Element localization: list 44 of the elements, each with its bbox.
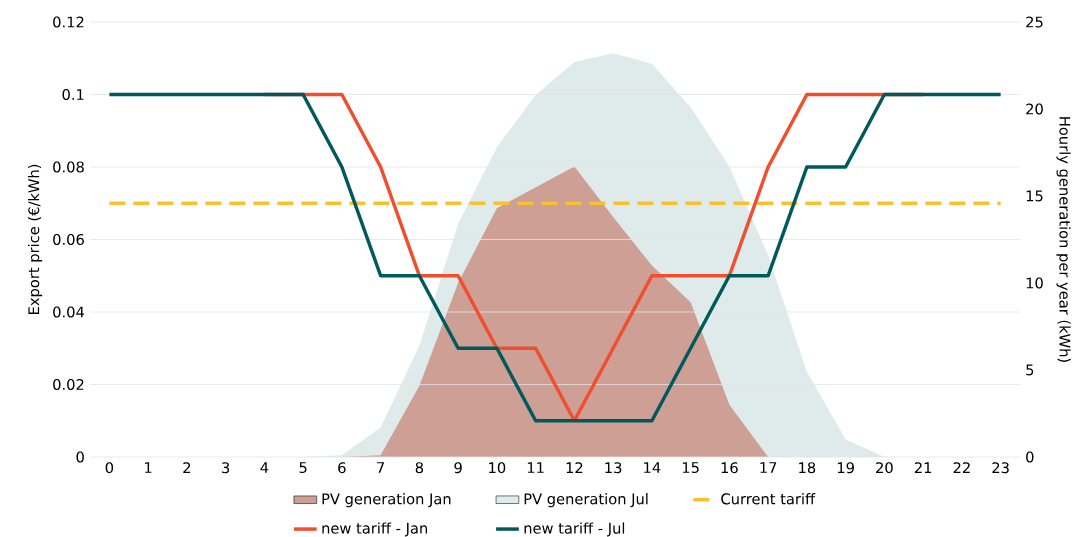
x-tick-label: 12 (566, 462, 583, 474)
x-tick-label: 5 (299, 462, 307, 474)
x-tick-label: 19 (837, 462, 854, 474)
x-tick-label: 11 (527, 462, 544, 473)
y2-tick-label: 20 (1026, 103, 1043, 115)
y2-tick-label: 5 (1026, 364, 1034, 376)
x-tick-label: 4 (260, 462, 269, 473)
y-tick-label: 0.04 (53, 306, 85, 318)
y2-tick-label: 15 (1026, 190, 1043, 202)
x-tick-label: 3 (222, 462, 230, 474)
x-tick-label: 13 (605, 462, 622, 474)
x-tick-label: 2 (183, 462, 191, 474)
x-tick-label: 17 (760, 462, 777, 473)
x-tick-label: 6 (338, 462, 346, 474)
y-tick-label: 0.1 (62, 88, 84, 101)
x-tick-label: 14 (644, 462, 661, 473)
y-tick-label: 0.12 (53, 16, 84, 28)
x-tick-label: 15 (682, 462, 699, 474)
y-tick-label: 0.02 (53, 378, 84, 391)
y2-tick-label: 25 (1026, 16, 1043, 28)
x-tick-label: 18 (799, 462, 816, 474)
x-tick-label: 7 (377, 462, 385, 473)
x-tick-label: 9 (454, 462, 462, 474)
x-tick-label: 10 (489, 462, 506, 474)
x-tick-label: 16 (721, 462, 738, 474)
y2-axis-title: Hourly generation per year (kWh) (1056, 117, 1071, 362)
x-tick-label: 20 (876, 462, 893, 474)
y2-tick-label: 10 (1026, 277, 1043, 289)
legend-label: PV generation Jul (524, 493, 648, 508)
y-tick-label: 0.06 (53, 233, 84, 246)
legend-label: new tariff - Jan (322, 522, 427, 537)
x-tick-label: 0 (105, 462, 114, 474)
x-tick-label: 1 (145, 462, 152, 473)
legend-label: PV generation Jan (322, 493, 451, 508)
y2-tick-label: 0 (1026, 451, 1034, 463)
y-tick-label: 0.08 (53, 161, 84, 173)
y-tick-label: 0 (76, 451, 84, 463)
x-tick-label: 22 (953, 462, 970, 474)
legend-label: new tariff - Jul (524, 522, 625, 537)
x-tick-label: 8 (415, 462, 424, 474)
y-axis-title: Export price (€/kWh) (27, 164, 43, 314)
x-tick-label: 23 (992, 462, 1009, 474)
x-tick-label: 21 (914, 462, 932, 474)
legend-label: Current tariff (721, 493, 816, 505)
